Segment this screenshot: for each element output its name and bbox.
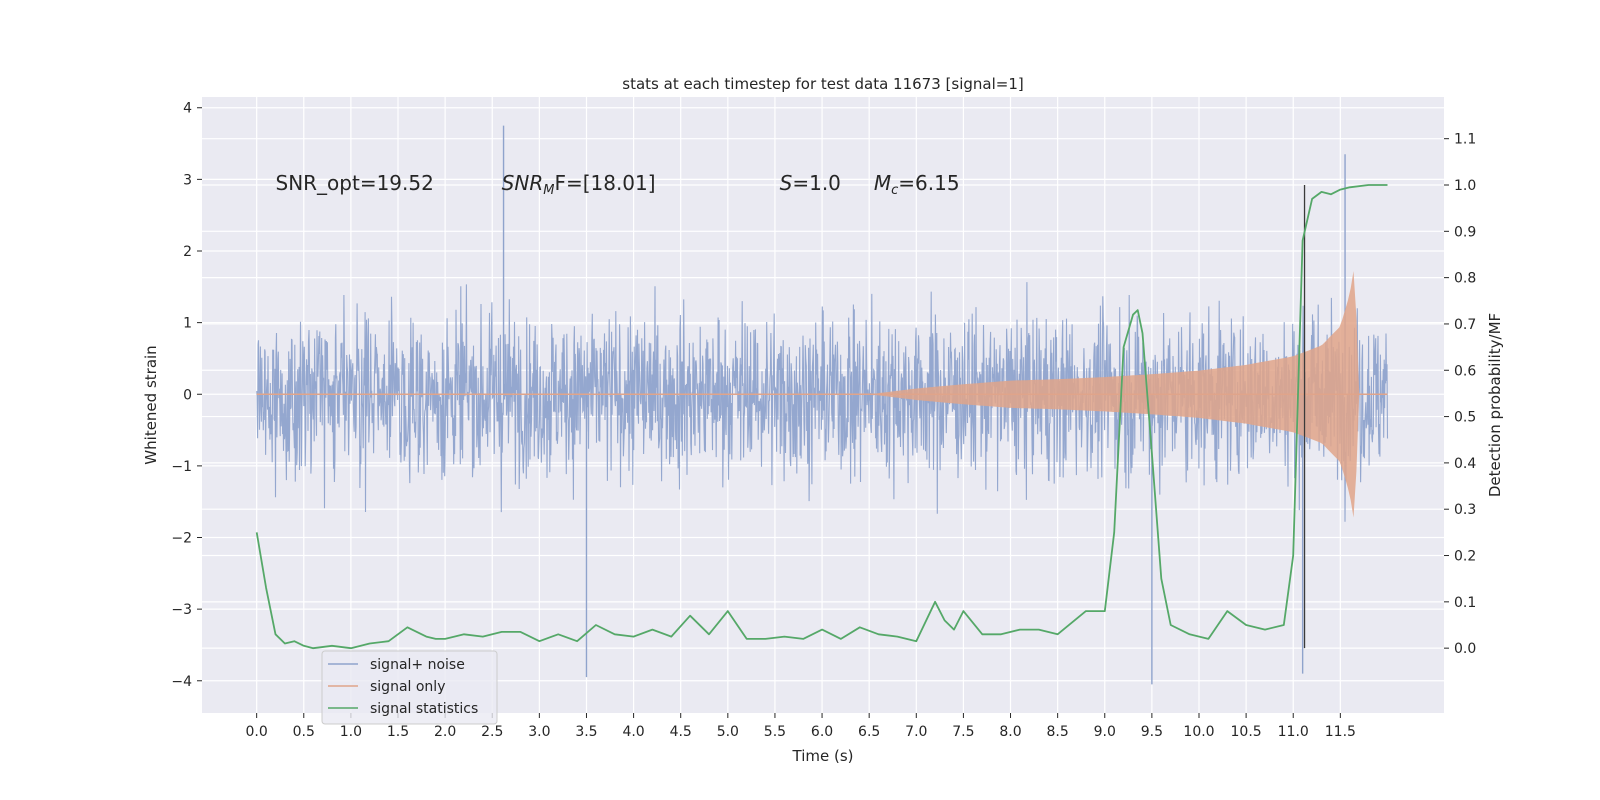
x-tick-label: 9.5 <box>1141 724 1163 740</box>
x-tick-label: 3.5 <box>575 724 597 740</box>
y-tick-label: −4 <box>171 674 192 690</box>
y2-tick-label: 1.0 <box>1454 178 1476 194</box>
annotation-0: SNR_opt=19.52 <box>276 171 434 195</box>
y-tick-label: 0 <box>183 387 192 403</box>
y-tick-label: −2 <box>171 531 192 547</box>
stats-line <box>255 184 1388 650</box>
y-tick-label: −1 <box>171 459 192 475</box>
chart-title: stats at each timestep for test data 116… <box>622 75 1023 93</box>
x-tick-label: 0.0 <box>246 724 268 740</box>
annotation-subscript: c <box>891 183 898 198</box>
legend-label-signal: signal only <box>370 679 445 695</box>
x-tick-label: 2.5 <box>481 724 503 740</box>
annotation-value: =6.15 <box>898 171 959 195</box>
noise-line <box>256 282 1389 522</box>
y-ticks: 4 3 2 1 0 −1 −2 −3 −4 <box>171 101 202 690</box>
y2-tick-label: 0.9 <box>1454 224 1476 240</box>
x-tick-label: 6.0 <box>811 724 833 740</box>
legend: signal+ noise signal only signal statist… <box>321 650 498 725</box>
y2-ticks: 1.1 1.0 0.9 0.8 0.7 0.6 0.5 0.4 0.3 0.2 0.1 0.0 <box>1444 132 1476 657</box>
y2-tick-label: 0.3 <box>1454 502 1476 518</box>
x-tick-label: 7.5 <box>952 724 974 740</box>
y2-tick-label: 0.4 <box>1454 456 1476 472</box>
x-tick-label: 11.0 <box>1278 724 1309 740</box>
x-tick-label: 5.0 <box>717 724 739 740</box>
legend-label-noise: signal+ noise <box>370 657 465 673</box>
y2-tick-label: 0.8 <box>1454 271 1476 287</box>
x-tick-label: 9.0 <box>1094 724 1116 740</box>
annotation-value: F=[18.01] <box>554 171 655 195</box>
annotation-symbol: M <box>874 171 891 195</box>
x-tick-label: 5.5 <box>764 724 786 740</box>
y2-tick-label: 0.1 <box>1454 595 1476 611</box>
x-ticks: 0.0 0.5 1.0 1.5 2.0 2.5 3.0 3.5 4.0 4.5 5.0 5.5 6.0 6… <box>246 713 1356 740</box>
x-tick-label: 10.5 <box>1231 724 1262 740</box>
y2-tick-label: 0.5 <box>1454 410 1476 426</box>
legend-label-stats: signal statistics <box>370 701 478 717</box>
annotation-1: SNRMF=[18.01] <box>502 171 656 198</box>
y2-tick-label: 1.1 <box>1454 132 1476 148</box>
annotation-3: Mc=6.15 <box>874 171 960 198</box>
annotation-2: S=1.0 <box>780 171 841 195</box>
stats-series <box>255 184 1388 650</box>
y2-tick-label: 0.2 <box>1454 549 1476 565</box>
x-tick-label: 2.0 <box>434 724 456 740</box>
y-tick-label: −3 <box>171 602 192 618</box>
annotation-symbol: S <box>780 171 793 195</box>
x-tick-label: 0.5 <box>293 724 315 740</box>
noise-series <box>256 125 1389 685</box>
annotation-symbol: SNR <box>502 171 544 195</box>
x-tick-label: 8.0 <box>999 724 1021 740</box>
x-tick-label: 1.5 <box>387 724 409 740</box>
annotations: SNR_opt=19.52 SNRMF=[18.01] S=1.0 Mc=6.15 <box>276 171 960 198</box>
y2-tick-label: 0.7 <box>1454 317 1476 333</box>
y2-tick-label: 0.0 <box>1454 641 1476 657</box>
x-tick-label: 3.0 <box>528 724 550 740</box>
x-tick-label: 10.0 <box>1183 724 1214 740</box>
y-tick-label: 2 <box>183 244 192 260</box>
x-tick-label: 8.5 <box>1047 724 1069 740</box>
annotation-value: =1.0 <box>792 171 841 195</box>
y-axis-label: Whitened strain <box>142 345 160 464</box>
legend-box <box>321 650 498 725</box>
y-tick-label: 3 <box>183 172 192 188</box>
x-axis-label: Time (s) <box>792 747 854 765</box>
x-tick-label: 4.5 <box>670 724 692 740</box>
y-tick-label: 4 <box>183 101 192 117</box>
annotation-subscript: M <box>543 183 554 198</box>
x-tick-label: 7.0 <box>905 724 927 740</box>
x-tick-label: 1.0 <box>340 724 362 740</box>
x-tick-label: 6.5 <box>858 724 880 740</box>
y-tick-label: 1 <box>183 316 192 332</box>
x-tick-label: 4.0 <box>622 724 644 740</box>
y2-tick-label: 0.6 <box>1454 363 1476 379</box>
signal-series <box>256 271 1388 518</box>
x-tick-label: 11.5 <box>1325 724 1356 740</box>
y2-axis-label: Detection probability/MF <box>1486 313 1504 497</box>
